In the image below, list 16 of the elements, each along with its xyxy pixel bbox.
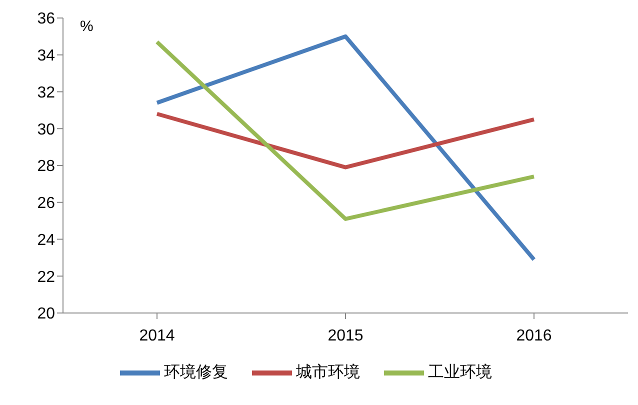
y-tick-label: 34	[37, 48, 56, 65]
x-tick-label: 2015	[328, 327, 364, 344]
y-tick-label: 24	[37, 232, 56, 249]
legend-label: 城市环境	[296, 364, 360, 382]
y-tick-label: 22	[37, 268, 56, 286]
x-tick-label: 2016	[516, 327, 552, 344]
legend-label: 环境修复	[164, 364, 228, 382]
y-tick-label: 36	[37, 10, 56, 28]
y-tick-label: 32	[37, 84, 56, 102]
y-tick-label: 26	[37, 195, 56, 212]
y-tick-label: 28	[37, 158, 56, 176]
x-tick-label: 2014	[139, 327, 175, 344]
y-tick-label: 20	[37, 306, 56, 323]
y-axis-title: %	[80, 18, 94, 35]
legend-label: 工业环境	[428, 364, 492, 382]
y-tick-label: 30	[37, 121, 56, 138]
